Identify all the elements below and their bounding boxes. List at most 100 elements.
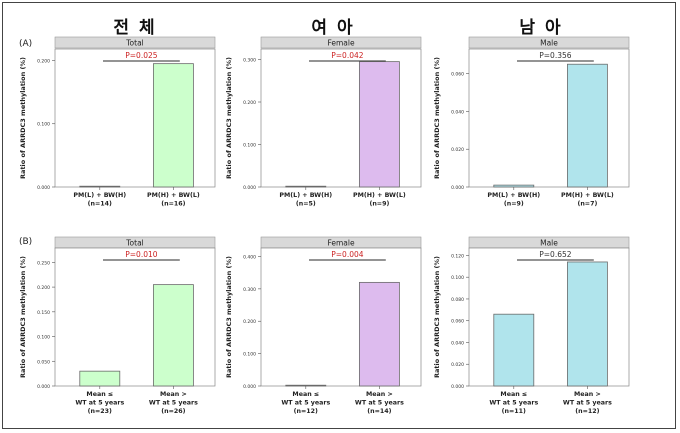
x-tick-label: (n=12) — [294, 408, 318, 415]
x-tick-label: WT at 5 years — [489, 400, 538, 407]
y-tick-label: 0.120 — [451, 253, 464, 259]
panel-strip — [468, 36, 630, 49]
bar — [152, 63, 194, 188]
p-value-label: P=0.025 — [125, 51, 158, 60]
p-value-label: P=0.356 — [539, 51, 572, 60]
bar — [358, 281, 400, 387]
x-tick-label: (n=11) — [502, 408, 526, 415]
y-axis-label: Ratio of ARRDC3 methylation (%) — [19, 256, 27, 378]
y-tick-label: 0.250 — [37, 260, 50, 266]
x-tick-label: (n=26) — [161, 408, 185, 415]
bar — [152, 284, 194, 387]
bar — [285, 185, 327, 188]
y-tick-label: 0.020 — [451, 147, 464, 153]
chart-panel-b-total: Total 0.000 0.050 0.100 0.150 0.200 0.250 Ratio… — [19, 236, 216, 415]
x-tick-label: (n=5) — [296, 201, 316, 208]
chart-panel-b-female: Female 0.000 0.100 0.200 0.300 0.400 Ratio of … — [225, 236, 422, 415]
panel-title: Total — [125, 239, 144, 248]
y-tick-label: 0.150 — [37, 310, 50, 316]
y-tick-label: 0.000 — [451, 185, 464, 191]
x-tick-label: Mean ≤ — [500, 391, 527, 398]
y-tick-label: 0.100 — [37, 335, 50, 341]
column-title-total: 전 체 — [113, 18, 157, 38]
y-axis-label: Ratio of ARRDC3 methylation (%) — [225, 256, 233, 378]
y-tick-label: 0.200 — [243, 100, 256, 106]
column-title-male: 남 아 — [519, 18, 563, 38]
y-tick-label: 0.080 — [451, 297, 464, 303]
x-tick-label: (n=9) — [504, 201, 524, 208]
x-tick-label: (n=7) — [577, 201, 597, 208]
y-tick-label: 0.100 — [37, 122, 50, 128]
panel-strip — [260, 36, 422, 49]
x-tick-label: WT at 5 years — [75, 400, 124, 407]
y-tick-label: 0.000 — [451, 384, 464, 390]
y-tick-label: 0.100 — [243, 352, 256, 358]
x-tick-label: (n=9) — [369, 201, 389, 208]
bar — [358, 61, 400, 188]
x-tick-label: (n=14) — [88, 201, 112, 208]
x-tick-label: PM(H) + BW(L) — [353, 192, 406, 199]
y-tick-label: 0.040 — [451, 340, 464, 346]
panel-title: Male — [540, 239, 558, 248]
p-value-label: P=0.004 — [331, 250, 364, 259]
y-tick-label: 0.020 — [451, 362, 464, 368]
p-value-label: P=0.042 — [331, 51, 364, 60]
y-axis-label: Ratio of ARRDC3 methylation (%) — [225, 57, 233, 179]
y-tick-label: 0.300 — [243, 287, 256, 293]
y-axis-label: Ratio of ARRDC3 methylation (%) — [433, 57, 441, 179]
x-tick-label: (n=12) — [575, 408, 599, 415]
y-tick-label: 0.060 — [451, 72, 464, 78]
bar — [493, 184, 535, 188]
x-tick-label: PM(L) + BW(H) — [73, 192, 126, 199]
y-tick-label: 0.000 — [243, 185, 256, 191]
y-tick-label: 0.060 — [451, 319, 464, 325]
y-axis-label: Ratio of ARRDC3 methylation (%) — [433, 256, 441, 378]
x-tick-label: Mean ≤ — [86, 391, 113, 398]
panel-title: Female — [327, 239, 355, 248]
x-tick-label: Mean > — [366, 391, 393, 398]
y-tick-label: 0.000 — [243, 384, 256, 390]
x-tick-label: Mean > — [160, 391, 187, 398]
y-tick-label: 0.200 — [37, 285, 50, 291]
chart-panel-a-total: Total 0.000 0.100 0.200 Ratio of ARRDC3 meth… — [19, 36, 216, 208]
figure-frame: 전 체 여 아 남 아 (A) (B) Total 0.000 0.100 0.200… — [2, 2, 676, 429]
x-tick-label: PM(L) + BW(H) — [279, 192, 332, 199]
panel-title: Total — [125, 39, 144, 48]
chart-panel-a-female: Female 0.000 0.100 0.200 0.300 Ratio of ARRDC… — [225, 36, 422, 208]
panel-title: Female — [327, 39, 355, 48]
x-tick-label: (n=16) — [161, 201, 185, 208]
x-tick-label: Mean > — [574, 391, 601, 398]
panel-title: Male — [540, 39, 558, 48]
chart-panel-a-male: Male 0.000 0.020 0.040 0.060 Ratio of ARRDC3 … — [433, 36, 630, 208]
bar — [79, 185, 121, 188]
row-label-b: (B) — [19, 237, 33, 247]
y-tick-label: 0.000 — [37, 185, 50, 191]
bar — [567, 261, 608, 387]
y-tick-label: 0.300 — [243, 58, 256, 64]
x-tick-label: WT at 5 years — [281, 400, 330, 407]
x-tick-label: PM(L) + BW(H) — [487, 192, 540, 199]
x-tick-label: PM(H) + BW(L) — [147, 192, 200, 199]
y-tick-label: 0.400 — [243, 254, 256, 260]
x-tick-label: PM(H) + BW(L) — [561, 192, 614, 199]
y-tick-label: 0.200 — [37, 58, 50, 64]
row-label-a: (A) — [19, 39, 33, 49]
x-tick-label: (n=23) — [88, 408, 112, 415]
bar — [285, 384, 327, 387]
x-tick-label: WT at 5 years — [563, 400, 612, 407]
p-value-label: P=0.010 — [125, 250, 158, 259]
bar — [493, 313, 535, 387]
y-tick-label: 0.050 — [37, 359, 50, 365]
x-tick-label: WT at 5 years — [149, 400, 198, 407]
bar — [79, 370, 121, 387]
column-title-female: 여 아 — [311, 18, 355, 38]
bar — [567, 63, 608, 188]
x-tick-label: Mean ≤ — [292, 391, 319, 398]
x-tick-label: (n=14) — [367, 408, 391, 415]
y-tick-label: 0.000 — [37, 384, 50, 390]
y-tick-label: 0.040 — [451, 109, 464, 115]
panel-strip — [54, 36, 216, 49]
y-tick-label: 0.100 — [451, 275, 464, 281]
p-value-label: P=0.652 — [539, 250, 572, 259]
y-tick-label: 0.100 — [243, 143, 256, 149]
